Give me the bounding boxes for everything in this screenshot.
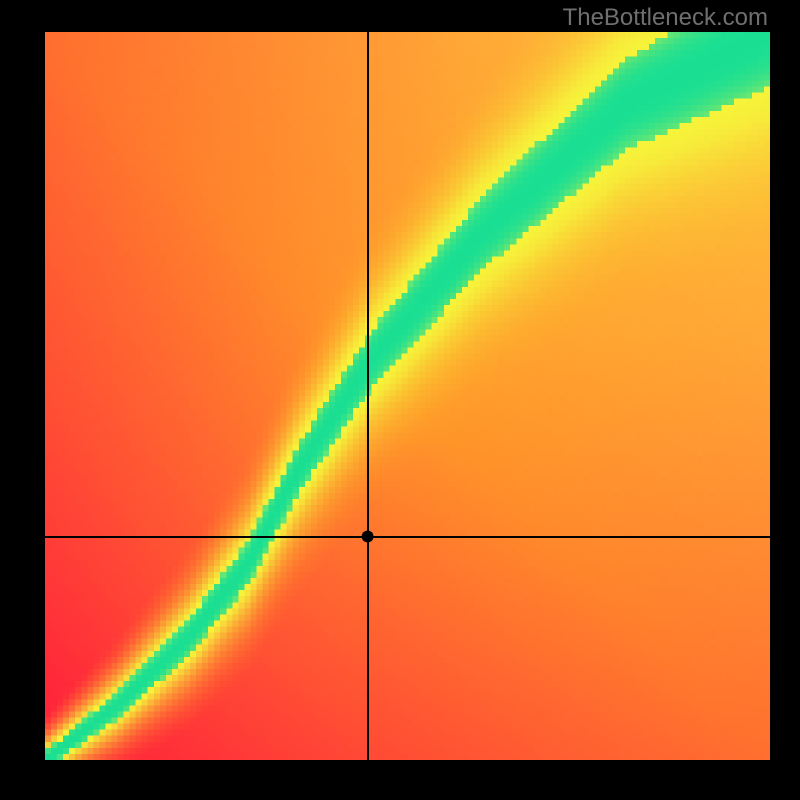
watermark-text: TheBottleneck.com [563, 4, 768, 32]
crosshair-overlay [0, 0, 800, 800]
chart-container: { "watermark": { "text": "TheBottleneck.… [0, 0, 800, 800]
